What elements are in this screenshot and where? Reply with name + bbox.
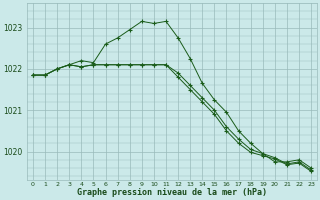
- X-axis label: Graphe pression niveau de la mer (hPa): Graphe pression niveau de la mer (hPa): [77, 188, 267, 197]
